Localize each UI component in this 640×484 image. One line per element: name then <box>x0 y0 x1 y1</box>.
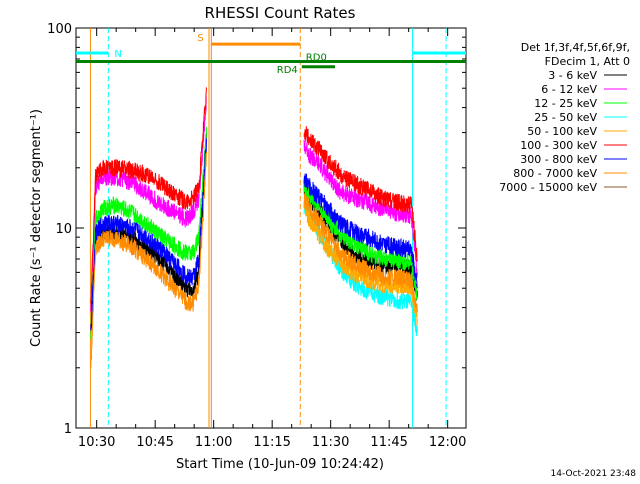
series-line-1-1 <box>303 139 418 278</box>
x-tick-label-3: 11:15 <box>253 435 290 450</box>
flag-bars: N S RD4 RD0 <box>76 33 466 76</box>
y-tick-label-0: 1 <box>64 422 72 437</box>
y-tick-label-2: 100 <box>47 22 72 37</box>
data-series <box>90 87 418 369</box>
flag-label-4: RD4 <box>277 65 298 76</box>
series-line-7-0 <box>90 151 208 369</box>
series-line-6-1 <box>303 173 418 289</box>
flag-label-5: RD0 <box>306 52 327 63</box>
x-tick-label-2: 11:00 <box>195 435 232 450</box>
legend: Det 1f,3f,4f,5f,6f,9f,FDecim 1, Att 03 -… <box>499 41 630 194</box>
series-line-2-1 <box>303 180 418 300</box>
flag-label-2: S <box>197 33 203 44</box>
legend-header-line-1: FDecim 1, Att 0 <box>545 55 630 68</box>
x-tick-label-5: 11:45 <box>370 435 407 450</box>
y-tick-label-1: 10 <box>55 222 72 237</box>
chart-title: RHESSI Count Rates <box>205 4 356 22</box>
footer-timestamp: 14-Oct-2021 23:48 <box>551 469 637 479</box>
x-axis-label: Start Time (10-Jun-09 10:24:42) <box>176 457 384 472</box>
series-line-5-0 <box>90 87 207 304</box>
series-line-6-0 <box>90 138 208 331</box>
legend-label-6: 300 - 800 keV <box>520 153 597 166</box>
x-tick-label-4: 11:30 <box>312 435 349 450</box>
x-axis-ticks: 10:30 10:45 11:00 11:15 11:30 11:45 12:00 <box>78 28 466 450</box>
legend-label-0: 3 - 6 keV <box>548 69 597 82</box>
x-tick-label-1: 10:45 <box>136 435 173 450</box>
flag-label-0: N <box>114 49 121 60</box>
legend-label-4: 50 - 100 keV <box>527 125 597 138</box>
legend-header-line-0: Det 1f,3f,4f,5f,6f,9f, <box>521 41 630 54</box>
series-line-5-1 <box>303 126 418 262</box>
legend-label-2: 12 - 25 keV <box>534 97 597 110</box>
legend-label-7: 800 - 7000 keV <box>513 167 597 180</box>
series-line-2-0 <box>90 126 207 339</box>
legend-label-5: 100 - 300 keV <box>520 139 597 152</box>
y-axis-label: Count Rate (s⁻¹ detector segment⁻¹) <box>29 109 44 347</box>
y-axis-ticks: 1 10 100 <box>47 22 466 437</box>
legend-label-1: 6 - 12 keV <box>541 83 597 96</box>
series-line-7-1 <box>303 192 418 313</box>
legend-label-8: 7000 - 15000 keV <box>499 181 597 194</box>
series-line-1-0 <box>90 96 207 312</box>
x-tick-label-6: 12:00 <box>429 435 466 450</box>
legend-label-3: 25 - 50 keV <box>534 111 597 124</box>
x-tick-label-0: 10:30 <box>78 435 115 450</box>
